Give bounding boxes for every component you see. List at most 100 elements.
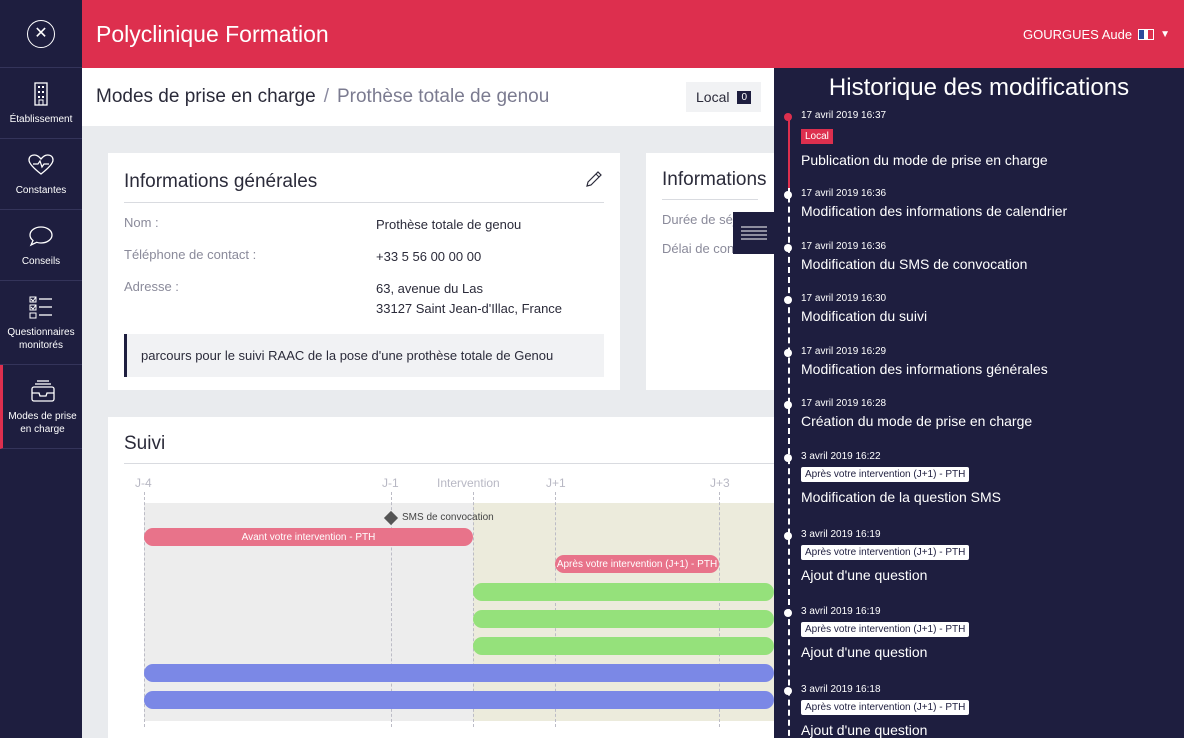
edit-pencil-icon[interactable] [584, 169, 604, 194]
info-row-adresse: Adresse : 63, avenue du Las 33127 Saint … [124, 279, 604, 319]
chevron-down-icon: ▼ [1160, 28, 1170, 40]
info-row-telephone: Téléphone de contact : +33 5 56 00 00 00 [124, 247, 604, 267]
grid-line [144, 492, 145, 727]
close-menu-button[interactable]: ✕ [0, 0, 82, 68]
sidebar-item-constantes[interactable]: Constantes [0, 139, 82, 210]
timeline-bar-post-op[interactable]: Après votre intervention (J+1) - PTH [555, 555, 719, 573]
history-date: 3 avril 2019 16:19 [801, 529, 881, 540]
checklist-icon [28, 294, 54, 320]
history-date: 17 avril 2019 16:29 [801, 346, 887, 357]
history-line [788, 116, 790, 738]
milestone-label: SMS de convocation [402, 512, 494, 523]
suivi-card: Suivi J-4 J-1 Intervention J+1 J+3 SMS d… [108, 417, 774, 738]
sidebar-item-conseils[interactable]: Conseils [0, 210, 82, 281]
timeline-bar[interactable] [473, 637, 774, 655]
history-title: Historique des modifications [828, 74, 1130, 101]
history-date: 17 avril 2019 16:36 [801, 241, 887, 252]
address-line-1: 63, avenue du Las [376, 281, 483, 297]
user-menu[interactable]: GOURGUES Aude ▼ [1023, 27, 1170, 42]
history-dot [784, 296, 792, 304]
breadcrumb-separator: / [323, 86, 329, 107]
history-dot [784, 244, 792, 252]
info-label: Téléphone de contact : [124, 247, 257, 263]
history-desc: Modification du suivi [801, 308, 928, 324]
sidebar-item-etablissement[interactable]: Établissement [0, 68, 82, 139]
history-tag: Après votre intervention (J+1) - PTH [801, 622, 970, 637]
grid-line [473, 492, 474, 727]
history-desc: Modification de la question SMS [801, 489, 1001, 505]
sidebar-item-modes-prise-en-charge[interactable]: Modes de prise en charge [0, 365, 82, 449]
timeline-bar[interactable] [144, 664, 774, 682]
grid-line [391, 492, 392, 727]
info-value: Prothèse totale de genou [376, 217, 522, 232]
timeline-bar[interactable] [473, 610, 774, 628]
history-panel-toggle[interactable] [733, 212, 774, 254]
info-value: 63, avenue du Las 33127 Saint Jean-d'Ill… [376, 279, 562, 319]
breadcrumb-current: Prothèse totale de genou [336, 86, 550, 107]
grid-line [555, 492, 556, 727]
history-date: 17 avril 2019 16:36 [801, 188, 887, 199]
history-dot [784, 401, 792, 409]
sidebar-item-label: Questionnaires monitorés [7, 326, 75, 351]
history-desc: Ajout d'une question [801, 644, 928, 660]
card-title: Informations générales [124, 170, 318, 192]
general-info-card: Informations générales Nom : Prothèse to… [108, 153, 620, 390]
history-tag: Après votre intervention (J+1) - PTH [801, 700, 970, 715]
history-date: 3 avril 2019 16:22 [801, 451, 881, 462]
description-note: parcours pour le suivi RAAC de la pose d… [124, 333, 604, 377]
french-flag-icon [1138, 28, 1155, 40]
history-tag: Local [801, 129, 833, 144]
tick-label: J+1 [546, 476, 566, 490]
info-label: Nom : [124, 215, 159, 230]
info-value: +33 5 56 00 00 00 [376, 249, 482, 265]
history-dot [784, 349, 792, 357]
close-icon: ✕ [27, 19, 55, 48]
timeline-bar[interactable] [144, 691, 774, 709]
list-lines-icon [740, 226, 767, 240]
sidebar-item-label: Modes de prise en charge [8, 410, 77, 435]
sidebar-item-label: Conseils [21, 255, 61, 267]
history-desc: Création du mode de prise en charge [801, 413, 1033, 429]
other-info-card: Informations Durée de séjour Délai de co… [646, 153, 774, 390]
history-date: 17 avril 2019 16:37 [801, 110, 887, 121]
sidebar-item-label: Établissement [9, 113, 73, 125]
tick-label: J-1 [382, 476, 399, 490]
history-desc: Modification des informations générales [801, 361, 1048, 377]
history-tag: Après votre intervention (J+1) - PTH [801, 467, 970, 482]
divider [124, 463, 774, 464]
info2-row: Durée de séjour [662, 212, 758, 227]
local-count-badge: 0 [737, 90, 752, 104]
timeline-bar-pre-op[interactable]: Avant votre intervention - PTH [144, 528, 473, 546]
timeline-bar[interactable] [473, 583, 774, 601]
history-dot [784, 609, 792, 617]
sidebar: ✕ Établissement Constantes Conseils Ques… [0, 0, 82, 738]
history-date: 17 avril 2019 16:28 [801, 398, 887, 409]
history-desc: Modification des informations de calendr… [801, 203, 1068, 219]
sidebar-item-questionnaires[interactable]: Questionnaires monitorés [0, 281, 82, 365]
history-dot [784, 113, 792, 121]
grid-line [719, 492, 720, 727]
info-row-nom: Nom : Prothèse totale de genou [124, 215, 604, 235]
app-header: Polyclinique Formation GOURGUES Aude ▼ [82, 0, 1184, 68]
history-desc: Ajout d'une question [801, 722, 928, 738]
breadcrumb: Modes de prise en charge / Prothèse tota… [82, 68, 774, 126]
heart-pulse-icon [28, 152, 54, 178]
tick-label: Intervention [437, 476, 500, 490]
address-line-2: 33127 Saint Jean-d'Illac, France [376, 301, 563, 317]
local-filter-button[interactable]: Local 0 [686, 82, 762, 112]
history-line-active [788, 116, 790, 188]
card-title: Suivi [124, 433, 166, 454]
history-desc: Modification du SMS de convocation [801, 256, 1028, 272]
speech-bubble-icon [28, 223, 54, 249]
history-desc: Publication du mode de prise en charge [801, 152, 1048, 168]
suivi-timeline: Suivi J-4 J-1 Intervention J+1 J+3 SMS d… [108, 417, 774, 738]
sidebar-item-label: Constantes [15, 184, 67, 196]
history-dot [784, 687, 792, 695]
breadcrumb-parent[interactable]: Modes de prise en charge [96, 86, 316, 107]
history-dot [784, 191, 792, 199]
info-label: Durée de séjour [662, 212, 755, 227]
building-icon [28, 81, 54, 107]
history-desc: Ajout d'une question [801, 567, 928, 583]
user-name: GOURGUES Aude [1022, 26, 1133, 42]
card-title: Informations [662, 169, 767, 200]
